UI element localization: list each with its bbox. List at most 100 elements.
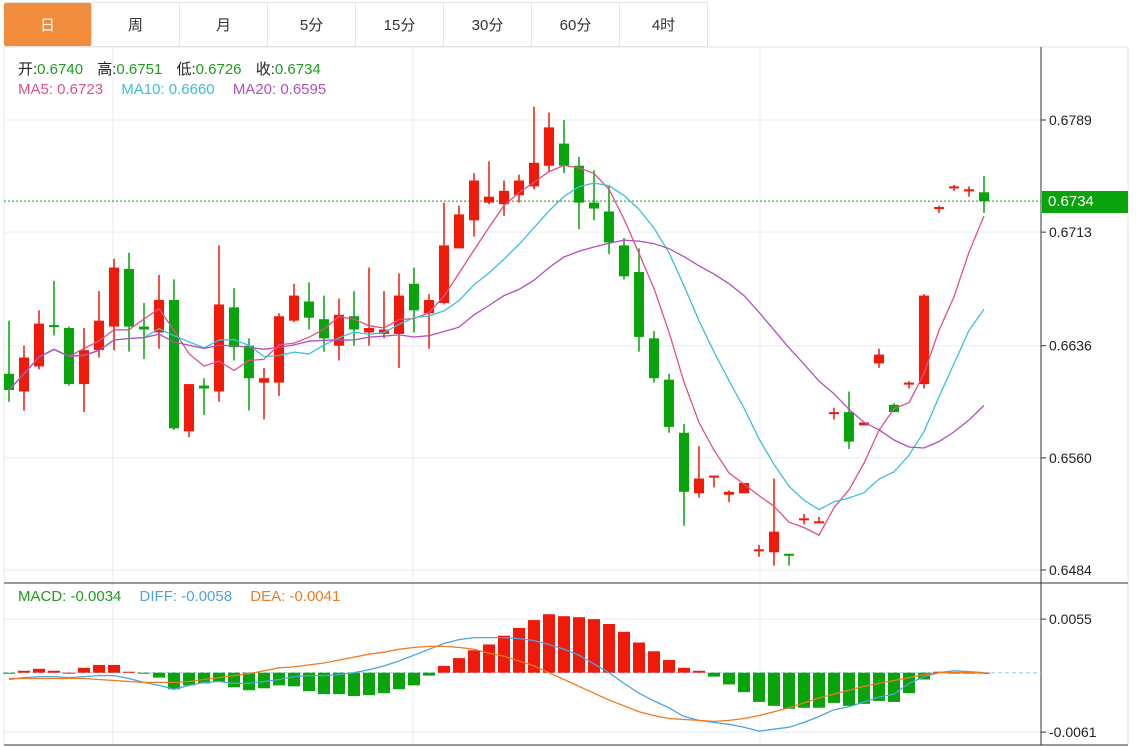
high-label: 高:: [97, 61, 117, 78]
candle-body: [169, 299, 179, 429]
ma20-value: MA20: 0.6595: [232, 81, 327, 98]
tab-30min[interactable]: 30分: [444, 3, 532, 46]
candle-body: [904, 382, 914, 385]
tab-week[interactable]: 周: [92, 3, 180, 46]
tab-15min[interactable]: 15分: [356, 3, 444, 46]
macd-histogram-bar: [843, 672, 855, 706]
macd-histogram-bar: [183, 672, 195, 686]
macd-histogram-bar: [18, 670, 30, 673]
macd-histogram-bar: [888, 672, 900, 702]
candle-body: [244, 345, 254, 379]
macd-histogram-bar: [678, 667, 690, 673]
macd-histogram-bar: [333, 672, 345, 695]
candle-body: [829, 412, 839, 415]
macd-histogram-bar: [723, 672, 735, 685]
candle-body: [739, 482, 749, 494]
macd-histogram-bar: [288, 672, 300, 687]
price-tick-label: 0.6789: [1049, 112, 1092, 128]
macd-value: MACD: -0.0034: [18, 588, 122, 605]
macd-histogram-bar: [753, 672, 765, 702]
candle-body: [574, 165, 584, 203]
candle-body: [364, 328, 374, 333]
ma-legend: MA5: 0.6723 MA10: 0.6660 MA20: 0.6595: [18, 81, 336, 98]
candle-body: [979, 192, 989, 202]
macd-histogram-bar: [198, 672, 210, 684]
tab-5min[interactable]: 5分: [268, 3, 356, 46]
diff-value: DIFF: -0.0058: [139, 588, 233, 605]
candle-body: [919, 295, 929, 385]
macd-histogram-bar: [858, 672, 870, 704]
tab-60min[interactable]: 60分: [532, 3, 620, 46]
macd-histogram-bar: [738, 672, 750, 693]
candle-body: [634, 271, 644, 337]
ohlc-legend: 开:0.6740 高:0.6751 低:0.6726 收:0.6734: [18, 58, 331, 79]
macd-histogram-bar: [798, 672, 810, 708]
tab-4hour[interactable]: 4时: [620, 3, 708, 46]
macd-histogram-bar: [543, 614, 555, 673]
diff-line: [8, 636, 985, 732]
close-value: 0.6734: [274, 61, 321, 78]
candle-body: [274, 316, 284, 383]
candle-body: [199, 385, 209, 389]
candle-body: [799, 518, 809, 521]
open-value: 0.6740: [37, 61, 84, 78]
candle-body: [619, 245, 629, 277]
candle-body: [229, 307, 239, 348]
candle-body: [679, 432, 689, 492]
price-tick-label: 0.6713: [1049, 224, 1092, 240]
candle-body: [499, 190, 509, 205]
candle-body: [814, 521, 824, 524]
candle-body: [184, 384, 194, 432]
low-value: 0.6726: [195, 61, 242, 78]
candle-body: [514, 180, 524, 196]
macd-histogram-bar: [3, 672, 15, 674]
candle-body: [79, 350, 89, 385]
macd-histogram-bar: [768, 672, 780, 706]
candle-body: [769, 531, 779, 553]
price-tick-label: 0.6636: [1049, 338, 1092, 354]
candle-body: [589, 202, 599, 209]
macd-histogram-bar: [633, 642, 645, 673]
macd-histogram-bar: [783, 672, 795, 709]
macd-histogram-bar: [873, 672, 885, 701]
macd-histogram-bar: [483, 644, 495, 673]
macd-histogram-bar: [708, 672, 720, 677]
macd-histogram-bar: [243, 672, 255, 691]
candle-body: [394, 295, 404, 334]
close-label: 收:: [255, 61, 275, 78]
high-value: 0.6751: [116, 61, 163, 78]
macd-histogram-bar: [408, 672, 420, 686]
macd-histogram-bar: [468, 650, 480, 673]
macd-histogram-bar: [303, 672, 315, 692]
candle-body: [334, 314, 344, 346]
candle-body: [784, 553, 794, 556]
tab-day[interactable]: 日: [4, 3, 92, 46]
candle-body: [934, 207, 944, 210]
macd-histogram-bar: [813, 672, 825, 708]
candle-body: [949, 186, 959, 189]
macd-histogram-bar: [153, 672, 165, 678]
macd-histogram-bar: [558, 616, 570, 673]
macd-histogram-bar: [513, 627, 525, 673]
ma10-line: [8, 182, 985, 511]
macd-histogram-bar: [363, 672, 375, 696]
tab-month[interactable]: 月: [180, 3, 268, 46]
ma10-value: MA10: 0.6660: [121, 81, 215, 98]
candle-body: [424, 299, 434, 314]
candle-body: [439, 245, 449, 303]
candle-body: [754, 549, 764, 552]
candle-body: [304, 301, 314, 318]
macd-histogram-bar: [33, 668, 45, 673]
candle-body: [604, 211, 614, 243]
macd-histogram-bar: [78, 667, 90, 673]
macd-histogram-bar: [63, 672, 75, 674]
candle-body: [109, 267, 119, 327]
macd-histogram-bar: [603, 623, 615, 673]
candle-body: [259, 378, 269, 383]
candle-body: [379, 329, 389, 334]
macd-histogram-bar: [423, 672, 435, 676]
macd-tick-label: 0.0055: [1049, 611, 1092, 627]
candle-body: [964, 189, 974, 192]
macd-histogram-bar: [123, 671, 135, 673]
